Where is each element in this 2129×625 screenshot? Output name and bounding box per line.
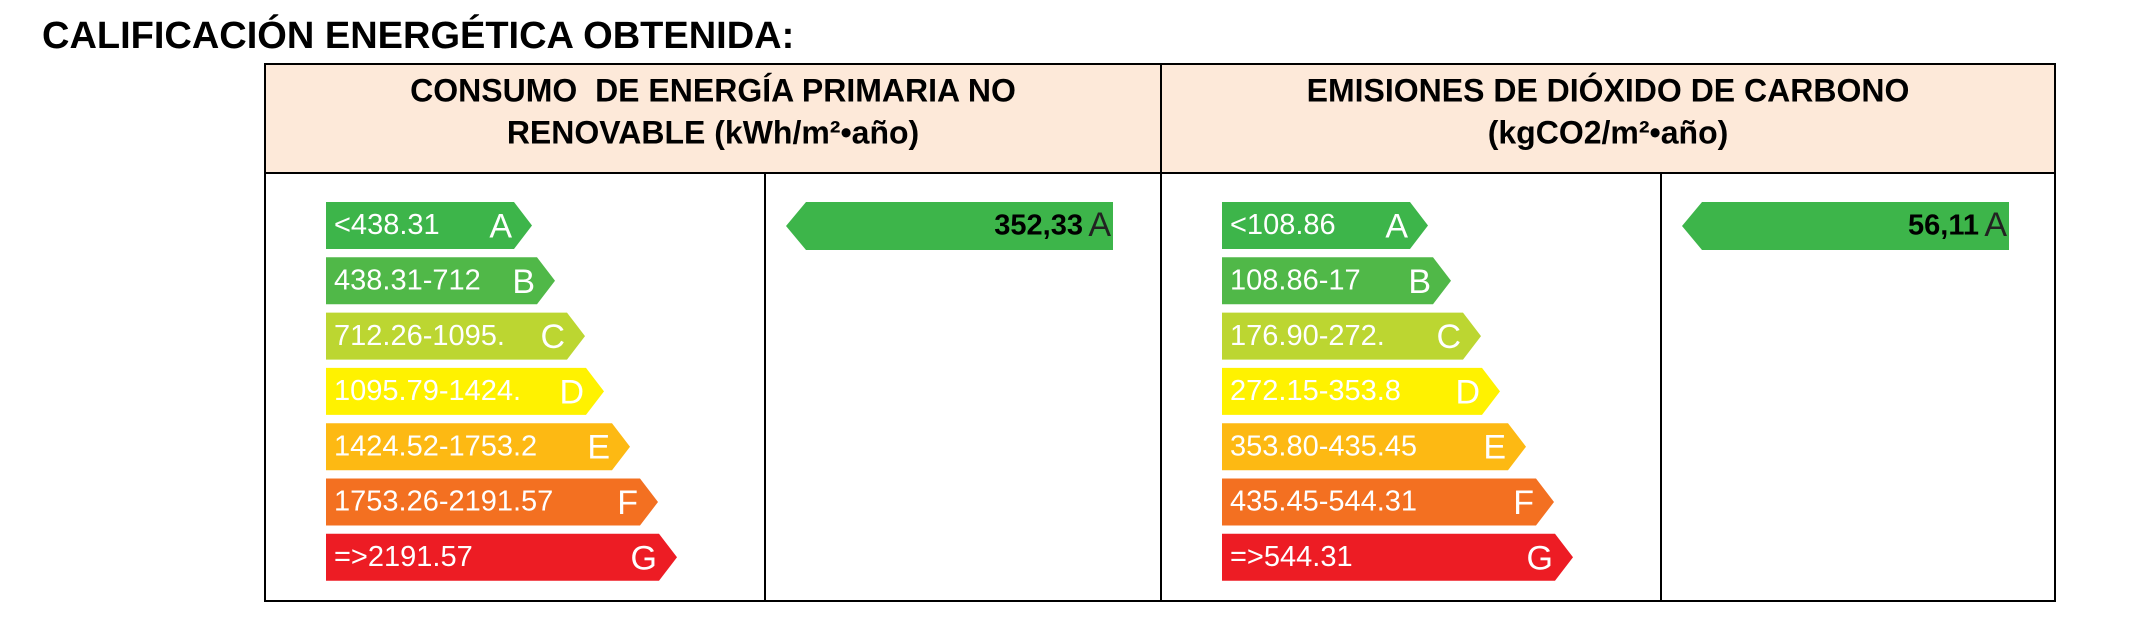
rating-bar bbox=[1222, 533, 1573, 581]
rating-bar bbox=[326, 257, 555, 305]
header-text: CONSUMO DE ENERGÍA PRIMARIA NO bbox=[410, 72, 1016, 108]
rating-bar bbox=[1222, 312, 1481, 360]
rating-letter: B bbox=[1408, 263, 1431, 301]
rating-range: <438.31 bbox=[334, 209, 440, 241]
rating-range: =>544.31 bbox=[1230, 541, 1353, 573]
header-cell bbox=[1160, 63, 2056, 174]
result-value: 56,11 bbox=[1908, 210, 1979, 242]
rating-letter: G bbox=[1527, 539, 1553, 577]
rating-letter: C bbox=[1436, 318, 1461, 356]
rating-letter: F bbox=[617, 484, 638, 522]
rating-bar bbox=[1222, 423, 1526, 471]
rating-range: 353.80-435.45 bbox=[1230, 430, 1417, 462]
rating-letter: F bbox=[1513, 484, 1534, 522]
rating-letter: A bbox=[489, 207, 512, 245]
rating-bar bbox=[326, 533, 677, 581]
page-title: CALIFICACIÓN ENERGÉTICA OBTENIDA: bbox=[42, 13, 794, 57]
rating-range: 712.26-1095. bbox=[334, 320, 505, 352]
header-cell bbox=[264, 63, 1162, 174]
rating-bar bbox=[326, 367, 604, 415]
result-arrow bbox=[1682, 202, 2009, 250]
rating-bar bbox=[326, 478, 658, 526]
rating-bar bbox=[326, 312, 585, 360]
result-letter: A bbox=[1088, 206, 1111, 244]
rating-bar bbox=[326, 202, 532, 249]
header-text: (kgCO2/m²•año) bbox=[1488, 114, 1729, 150]
rating-range: 272.15-353.8 bbox=[1230, 375, 1401, 407]
rating-bar bbox=[1222, 202, 1428, 249]
header-text: EMISIONES DE DIÓXIDO DE CARBONO bbox=[1307, 72, 1910, 108]
rating-bar bbox=[1222, 367, 1500, 415]
rating-range: 438.31-712 bbox=[334, 264, 481, 296]
rating-range: 108.86-17 bbox=[1230, 264, 1361, 296]
rating-letter: D bbox=[559, 373, 584, 411]
rating-range: 1753.26-2191.57 bbox=[334, 486, 553, 518]
rating-range: 1424.52-1753.2 bbox=[334, 430, 537, 462]
rating-range: 1095.79-1424. bbox=[334, 375, 521, 407]
result-arrow bbox=[786, 202, 1113, 250]
rating-bar bbox=[1222, 257, 1451, 305]
rating-letter: G bbox=[631, 539, 657, 577]
header-text: RENOVABLE (kWh/m²•año) bbox=[507, 114, 919, 150]
rating-letter: B bbox=[512, 263, 535, 301]
rating-letter: E bbox=[1483, 429, 1506, 467]
rating-letter: E bbox=[587, 429, 610, 467]
rating-bar bbox=[326, 423, 630, 471]
rating-range: 176.90-272. bbox=[1230, 320, 1385, 352]
rating-bar bbox=[1222, 478, 1554, 526]
rating-range: 435.45-544.31 bbox=[1230, 486, 1417, 518]
rating-letter: C bbox=[540, 318, 565, 356]
body-cell bbox=[1160, 172, 2056, 602]
result-value: 352,33 bbox=[994, 210, 1083, 242]
rating-range: =>2191.57 bbox=[334, 541, 473, 573]
rating-letter: A bbox=[1385, 207, 1408, 245]
rating-letter: D bbox=[1455, 373, 1480, 411]
rating-range: <108.86 bbox=[1230, 209, 1336, 241]
result-letter: A bbox=[1984, 206, 2007, 244]
